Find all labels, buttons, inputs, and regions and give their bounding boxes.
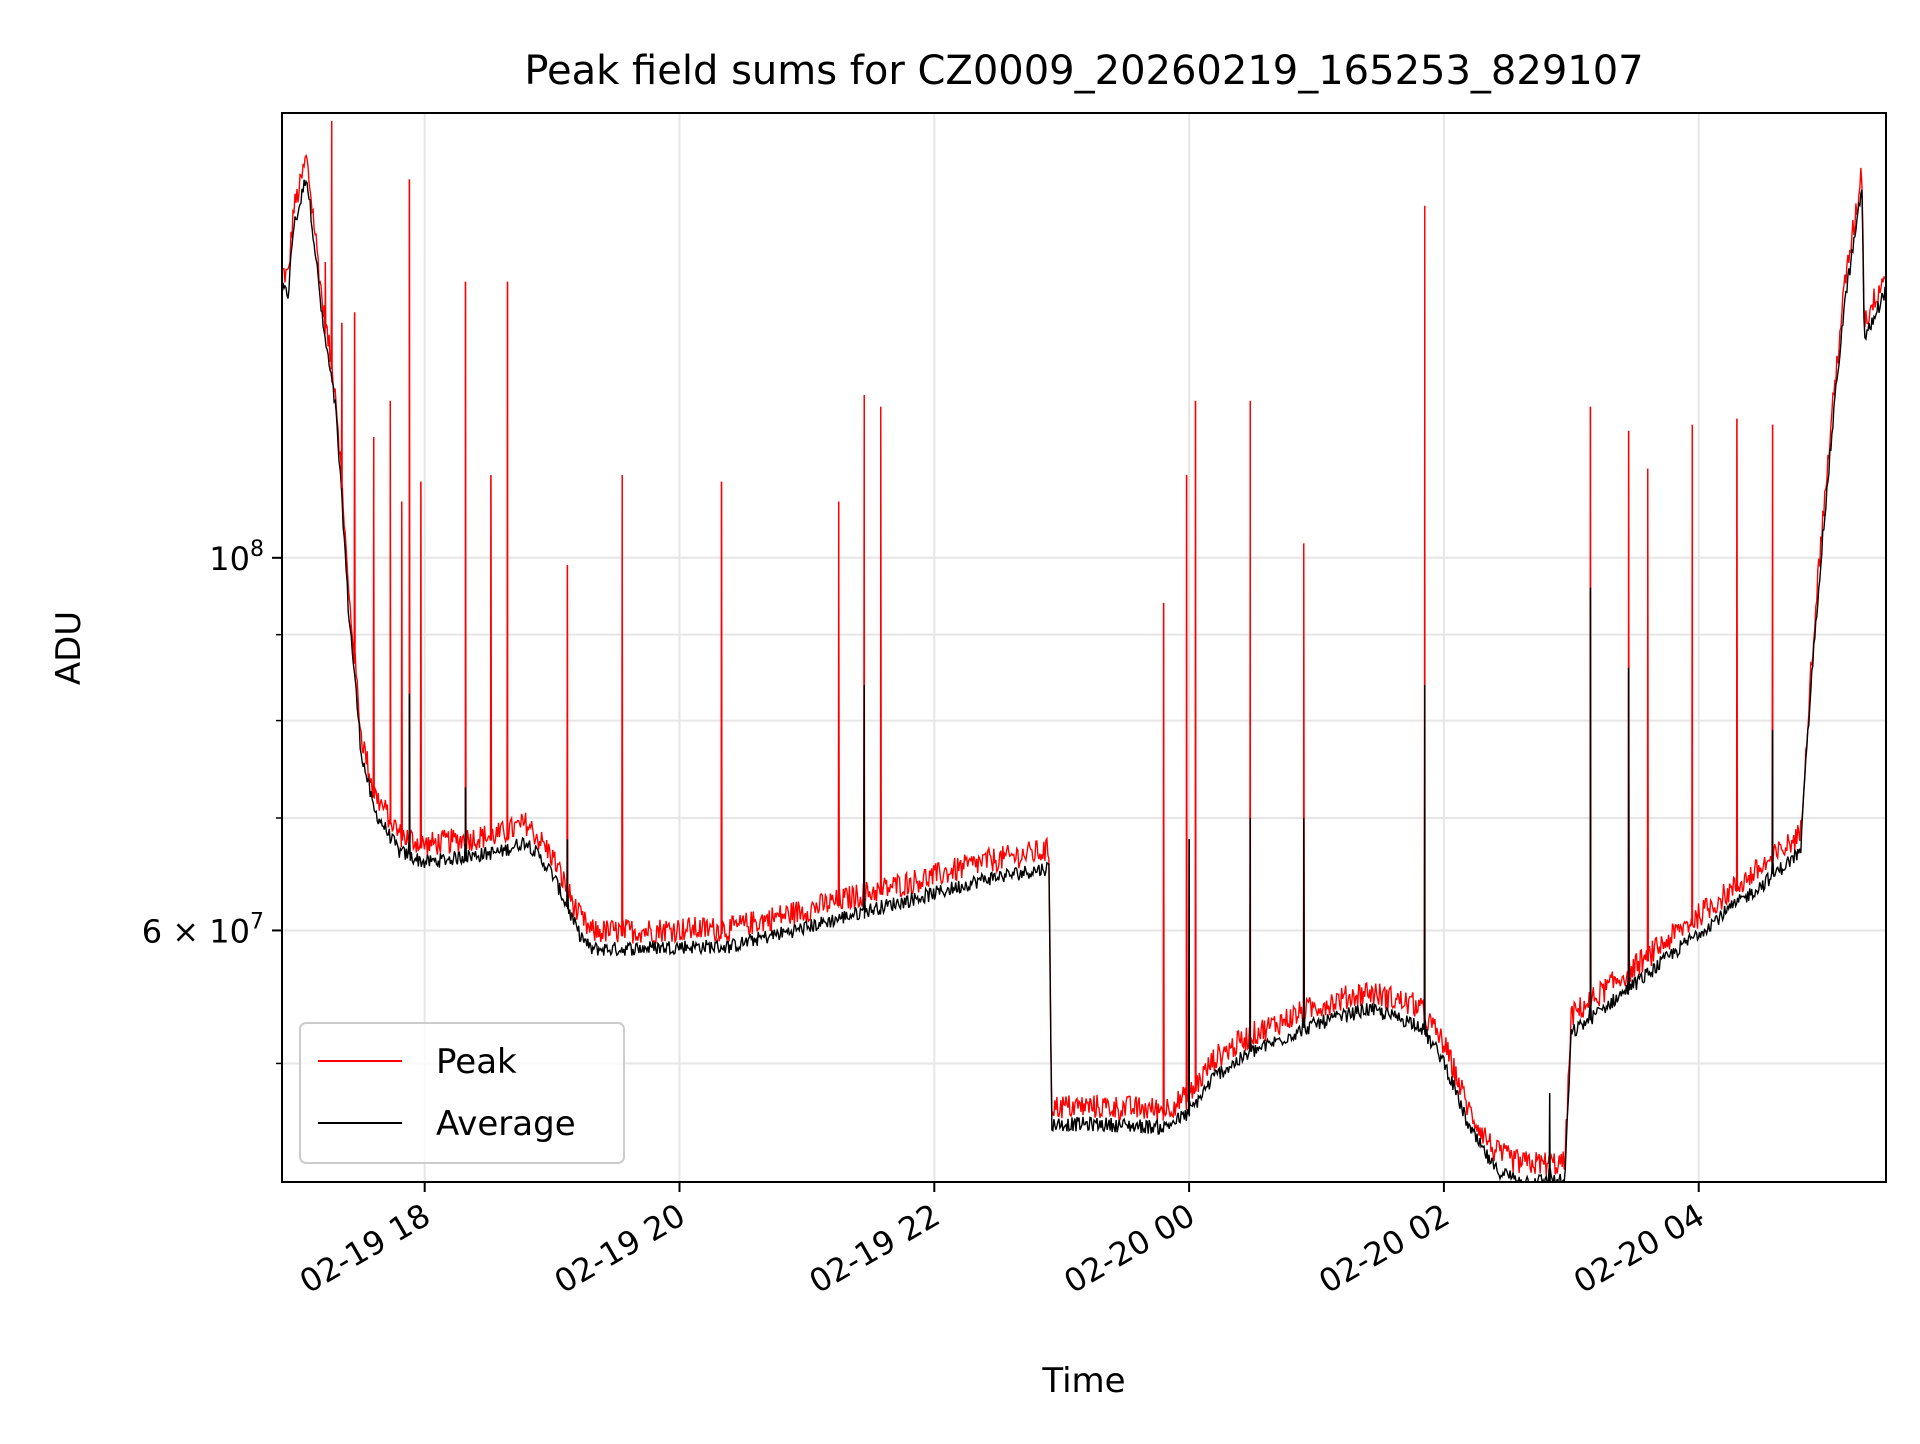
plot-frame [281, 112, 1887, 1183]
y-tick-label: 108 [209, 537, 264, 578]
x-tick-label: 02-20 02 [1312, 1196, 1456, 1301]
y-axis: 6 × 107 108 [142, 537, 282, 1065]
legend-peak-label: Peak [436, 1042, 517, 1082]
y-axis-label: ADU [49, 611, 89, 685]
legend-average-label: Average [436, 1104, 576, 1144]
series-line-peak [282, 120, 1886, 1176]
series-line-average [282, 179, 1886, 1182]
x-axis-label: Time [1041, 1361, 1125, 1401]
x-tick-label: 02-20 00 [1058, 1196, 1202, 1301]
y-tick-label: 6 × 107 [142, 909, 264, 950]
x-tick-label: 02-19 20 [548, 1196, 692, 1301]
chart-title: Peak field sums for CZ0009_20260219_1652… [524, 48, 1643, 94]
x-axis: 02-19 18 02-19 20 02-19 22 02-20 00 02-20 02… [293, 1182, 1711, 1301]
legend: Peak Average [299, 1022, 625, 1164]
x-tick-label: 02-19 22 [803, 1196, 947, 1301]
grid-lines [282, 113, 1886, 1182]
legend-box [299, 1022, 625, 1164]
x-tick-label: 02-19 18 [293, 1196, 437, 1301]
series-layer [282, 120, 1886, 1182]
x-tick-label: 02-20 04 [1567, 1196, 1711, 1301]
